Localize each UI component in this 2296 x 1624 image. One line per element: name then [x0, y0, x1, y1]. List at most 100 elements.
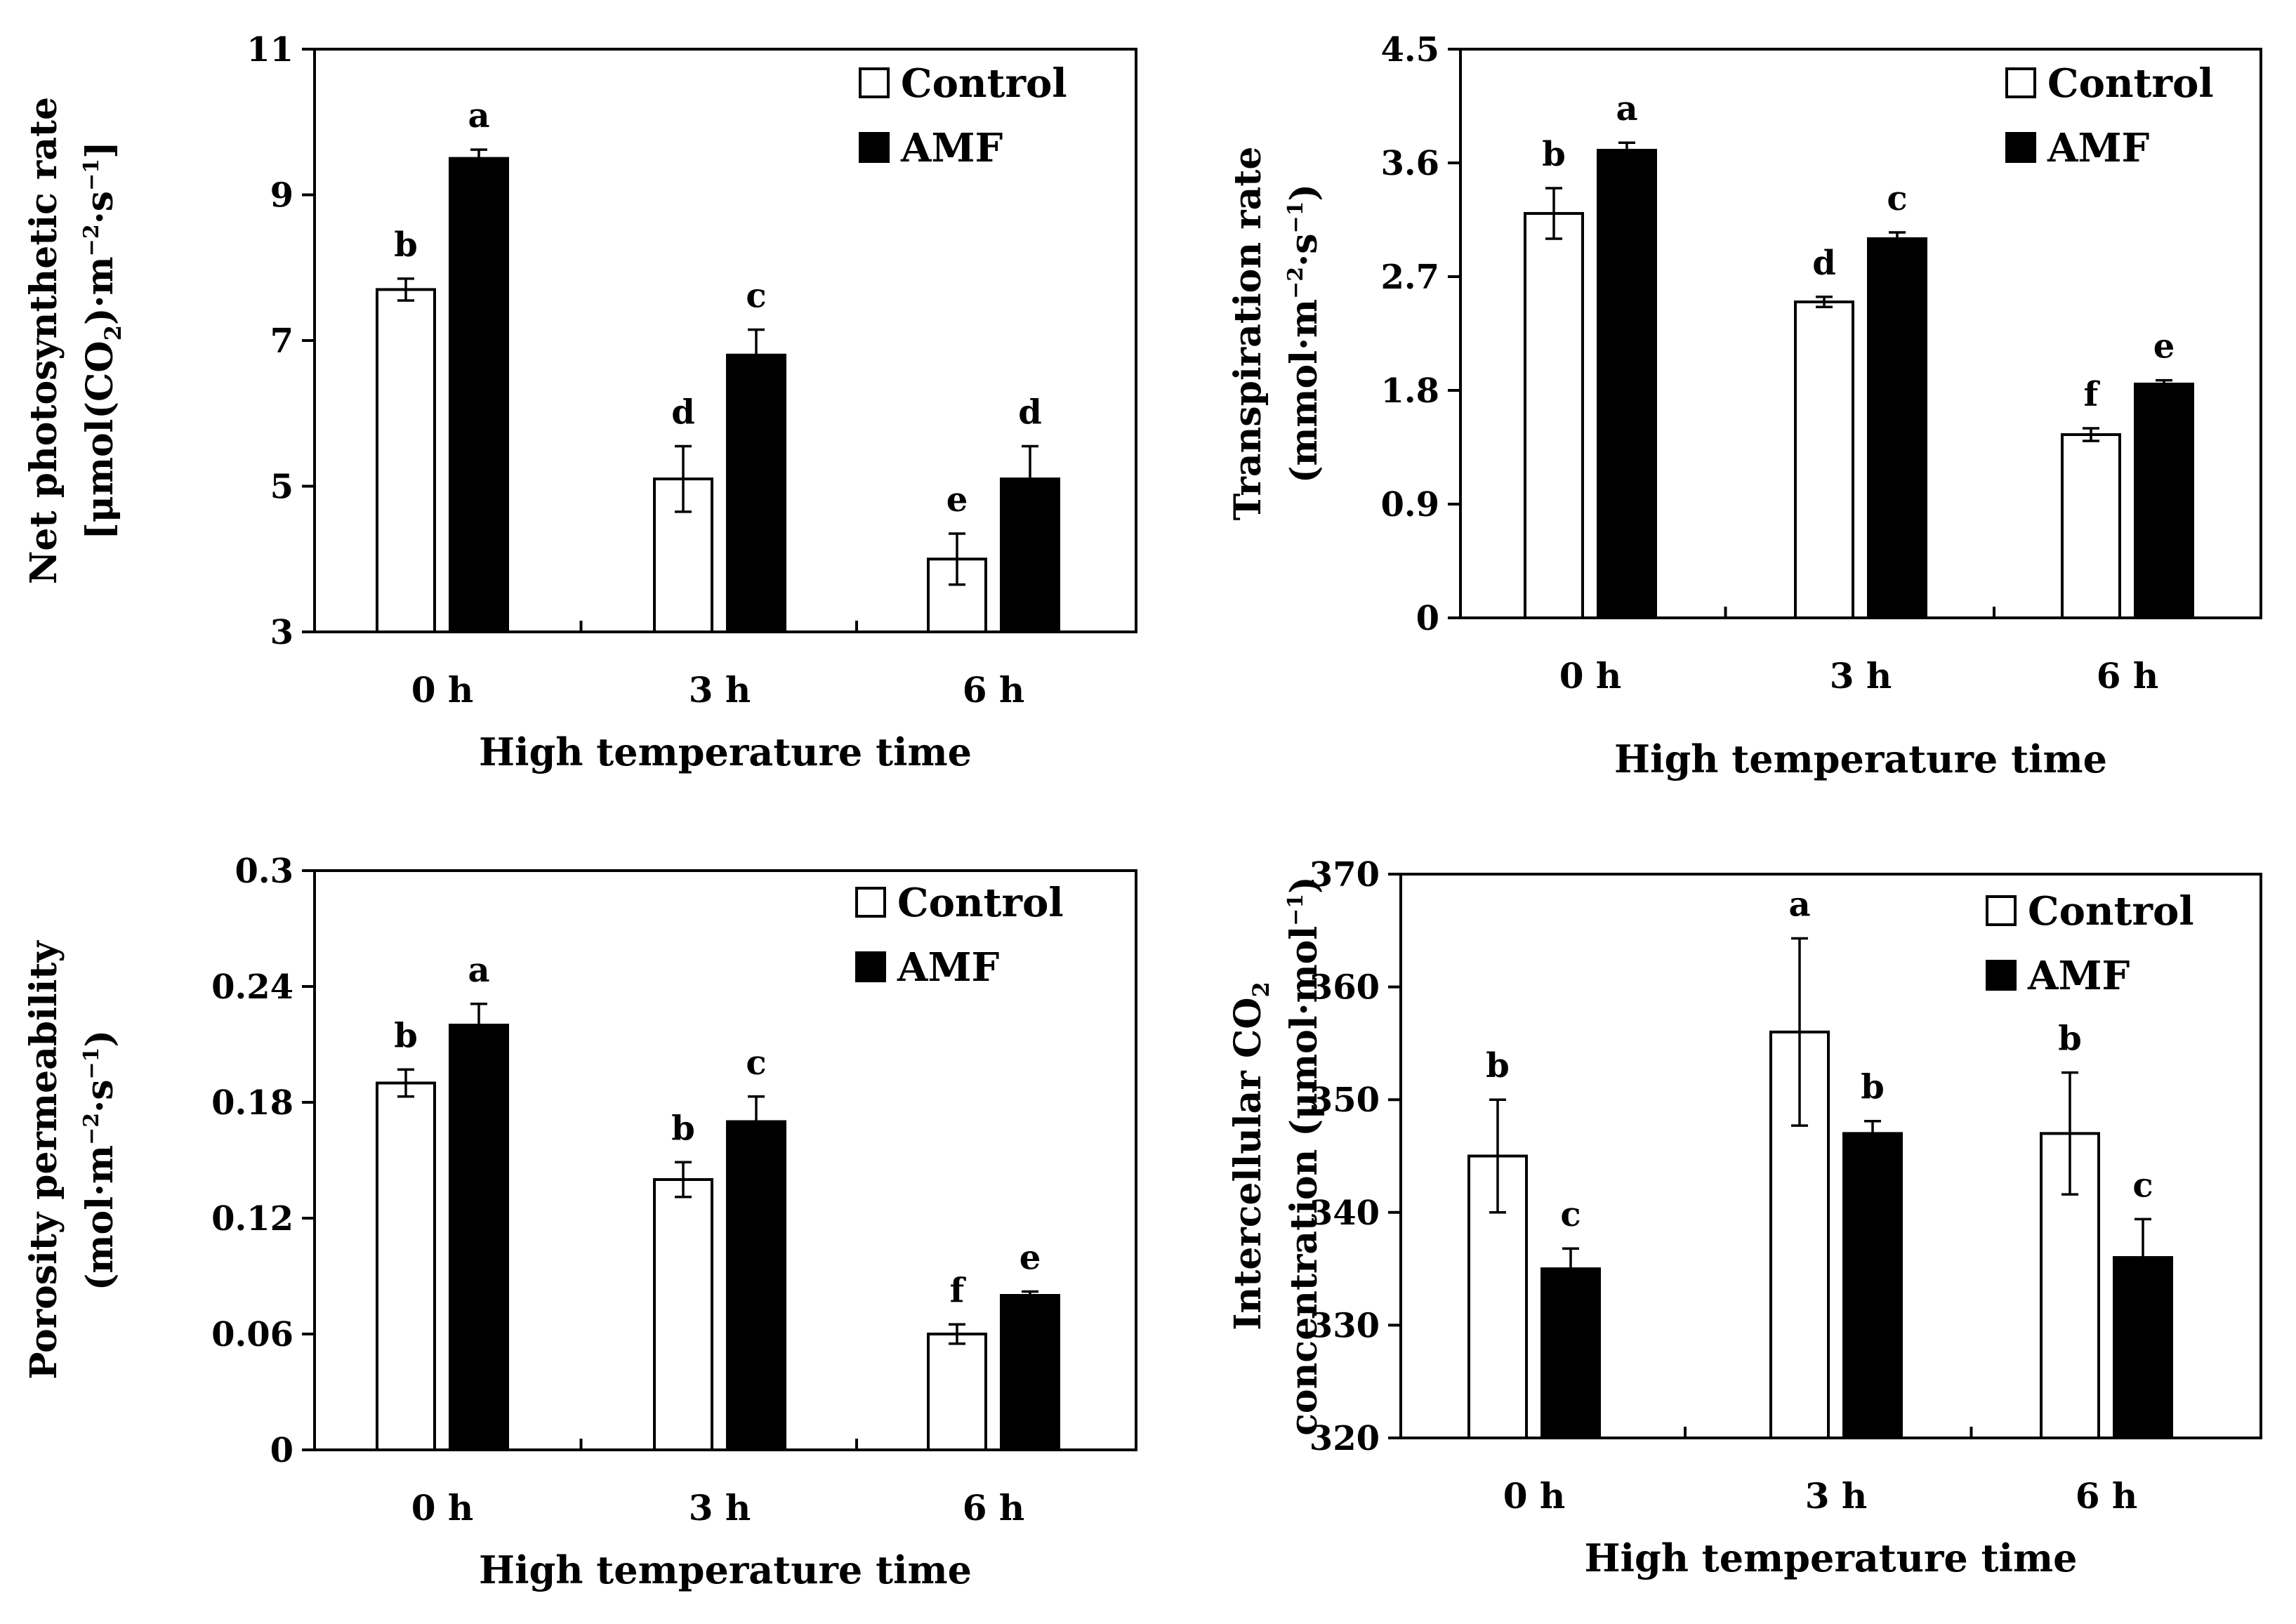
bar-amf-0 [449, 1024, 509, 1451]
y-tick-label: 4.5 [1380, 30, 1439, 70]
y-tick-label: 360 [1309, 968, 1380, 1008]
significance-letter: e [946, 480, 968, 520]
error-bar [675, 1161, 692, 1199]
significance-letter: e [1020, 1239, 1041, 1278]
error-bar [748, 328, 765, 355]
error-bar [1562, 1247, 1579, 1269]
error-bar [1791, 937, 1808, 1127]
significance-letter: b [671, 1109, 695, 1148]
significance-letter: d [1018, 392, 1042, 432]
significance-letter: b [1542, 135, 1566, 174]
error-bar [1545, 187, 1562, 240]
y-tick-label: 340 [1309, 1194, 1380, 1233]
plot-frame [313, 869, 1137, 1451]
y-axis-unit-label: (mol·m−2·s−1) [79, 1030, 121, 1290]
error-bar [949, 532, 965, 586]
legend-swatch-amf [2005, 132, 2036, 163]
y-tick-label: 2.7 [1380, 258, 1439, 297]
significance-letter: b [394, 225, 418, 265]
y-tick-label: 5 [270, 468, 293, 507]
y-tick-label: 0.06 [211, 1315, 293, 1354]
x-axis-label: High temperature time [1584, 1536, 2077, 1580]
bar-control-2 [2061, 433, 2121, 619]
error-bar [397, 1068, 414, 1098]
significance-letter: c [2132, 1166, 2153, 1205]
bar-amf-0 [449, 157, 509, 633]
x-tick-label: 6 h [963, 1487, 1025, 1529]
significance-letter: f [2084, 375, 2101, 414]
y-tick-label: 7 [270, 322, 293, 361]
legend-label-control: Control [897, 880, 1064, 926]
x-axis-label: High temperature time [479, 1547, 972, 1592]
x-tick-label: 0 h [411, 1487, 474, 1529]
x-axis-label: High temperature time [1614, 737, 2107, 781]
significance-letter: e [2153, 327, 2175, 367]
significance-letter: b [1861, 1068, 1885, 1107]
significance-letter: b [2058, 1019, 2082, 1059]
bar-control-0 [376, 288, 436, 633]
error-bar [470, 1003, 487, 1025]
y-tick-label: 330 [1309, 1306, 1380, 1345]
significance-letter: c [746, 1043, 766, 1083]
significance-letter: c [1560, 1195, 1581, 1234]
legend-label-control: Control [2028, 888, 2194, 935]
y-axis-label: Porosity permeability [22, 940, 65, 1380]
bar-amf-0 [1597, 149, 1657, 619]
y-axis-label: Intercellular CO2 [1227, 982, 1274, 1331]
y-tick-label: 0.24 [211, 968, 293, 1007]
legend-label-amf: AMF [897, 944, 999, 991]
legend-swatch-control [1986, 895, 2017, 926]
x-tick-label: 6 h [2076, 1475, 2138, 1517]
y-tick-label: 0.12 [211, 1199, 293, 1239]
y-tick-label: 0.9 [1380, 485, 1439, 524]
bar-control-2 [927, 1333, 987, 1451]
error-bar [675, 444, 692, 513]
error-bar [1864, 1119, 1881, 1134]
y-tick-label: 370 [1309, 855, 1380, 894]
significance-letter: f [950, 1271, 967, 1310]
error-bar [748, 1095, 765, 1122]
bar-amf-1 [726, 353, 786, 633]
x-tick-label: 0 h [1503, 1475, 1566, 1517]
y-axis-unit-label: [μmol(CO2)·m−2·s−1] [79, 141, 126, 539]
bar-amf-1 [1867, 237, 1927, 619]
bar-amf-2 [2113, 1256, 2173, 1440]
y-axis-label: Transpiration rate [1227, 147, 1269, 521]
y-tick-label: 3.6 [1380, 144, 1439, 183]
bar-amf-2 [1000, 477, 1060, 633]
significance-letter: a [468, 951, 489, 990]
x-tick-label: 3 h [689, 1487, 751, 1529]
legend-swatch-control [859, 67, 890, 98]
legend-swatch-amf [859, 132, 890, 163]
legend-label-amf: AMF [2027, 953, 2130, 999]
significance-letter: b [1486, 1046, 1510, 1085]
y-axis-unit-label: concentration (μmol·mol−1) [1283, 876, 1326, 1436]
x-tick-label: 6 h [963, 669, 1025, 711]
bar-control-2 [927, 557, 987, 633]
error-bar [1618, 141, 1635, 150]
significance-letter: d [1812, 244, 1836, 283]
y-axis-unit-label: (mmol·m−2·s−1) [1283, 184, 1326, 483]
error-bar [470, 148, 487, 159]
error-bar [2135, 1217, 2151, 1258]
error-bar [1022, 1290, 1038, 1295]
significance-letter: a [468, 96, 489, 136]
error-bar [2156, 378, 2172, 384]
bar-amf-1 [726, 1120, 786, 1451]
significance-letter: a [1788, 885, 1810, 925]
significance-letter: c [746, 276, 766, 315]
error-bar [1889, 231, 1906, 239]
y-tick-label: 0 [270, 1431, 293, 1470]
chart-panel-1: 3 5 7 9 11 0 h 3 h 6 h b d e a c d Control AMF High temp… [22, 30, 1137, 774]
y-tick-label: 9 [270, 176, 293, 216]
plot-frame [1459, 48, 2262, 619]
significance-letter: c [1887, 179, 1907, 218]
error-bar [2061, 1071, 2078, 1196]
bar-control-1 [653, 1178, 713, 1451]
y-tick-label: 3 [270, 613, 293, 652]
chart-panel-3: 0 0.06 0.12 0.18 0.24 0.3 0 h 3 h 6 h b b f a c e Contr… [22, 852, 1137, 1592]
significance-letter: d [671, 392, 695, 432]
y-tick-label: 1.8 [1380, 371, 1439, 411]
bar-control-0 [376, 1081, 436, 1451]
